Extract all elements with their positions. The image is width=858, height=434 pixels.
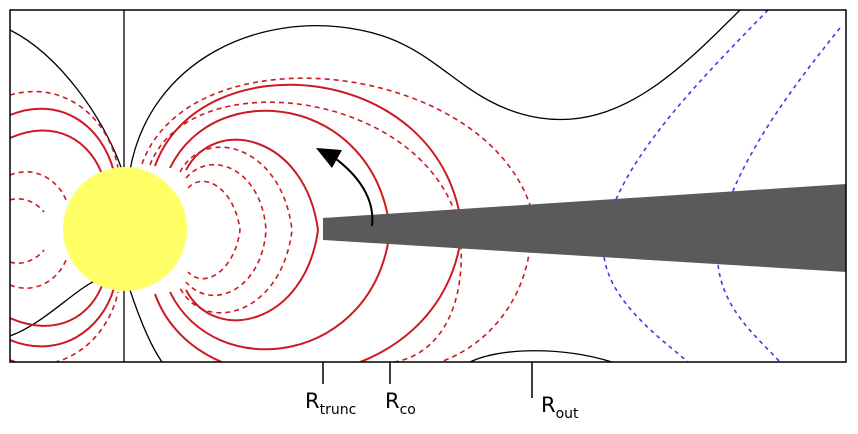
open-field-line-bottom-arc [469,350,613,362]
closed-loop-left-solid-1 [10,129,105,181]
closed-field-loops-left [10,107,115,348]
rotation-arrow [316,148,374,227]
closed-loop-left-solid-2 [10,279,105,327]
accretion-disk [323,184,846,272]
closed-loop-left-solid-3 [10,107,115,173]
closed-loop-left-dashed-3 [10,171,67,201]
closed-loop-left-dashed-4 [10,259,67,289]
open-field-line-upper-left [10,29,123,171]
closed-loop-left-dashed-1 [10,90,119,169]
closed-loop-left-dashed-6 [10,249,45,265]
closed-loop-dashed-4 [149,101,463,362]
r-out-label: Rout [541,393,579,422]
closed-field-loops-left-dashed [10,90,119,362]
r-co-label: Rco [385,389,416,418]
open-field-lines [10,10,741,362]
closed-loop-left-dashed-2 [10,291,119,362]
closed-loop-left-dashed-5 [10,197,45,213]
radius-ticks [322,362,533,398]
star [63,167,187,291]
closed-loop-left-solid-4 [10,287,115,348]
closed-field-loops-right-dashed [141,77,533,362]
open-field-line-lower-right [129,289,163,362]
closed-loop-dashed-2 [185,163,267,297]
outer-field-line-1 [602,10,769,362]
frame [9,9,847,363]
closed-loop-solid-inner [185,138,320,322]
r-trunc-label: Rtrunc [305,389,356,418]
closed-loop-dashed-1 [187,180,241,280]
outer-field-lines [602,10,841,362]
open-field-line-upper-right [129,10,741,171]
closed-loop-dashed-5 [141,77,533,362]
